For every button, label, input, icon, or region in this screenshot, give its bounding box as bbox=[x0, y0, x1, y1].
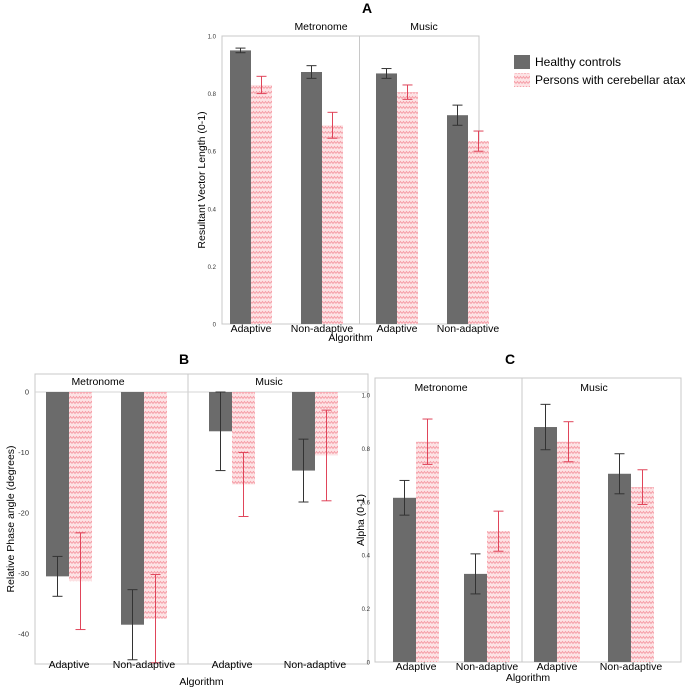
category-label: Non-adaptive bbox=[600, 661, 663, 673]
bar-healthy bbox=[393, 497, 416, 662]
legend-swatch-ataxia bbox=[514, 73, 530, 87]
chart-panel-c: Metronome Music 0 0.2 0.4 0.6 0.8 1.0 Adaptive No… bbox=[355, 377, 682, 684]
y-tick-label: 0.4 bbox=[362, 554, 371, 560]
y-tick-label: 1.0 bbox=[208, 35, 217, 41]
y-tick-label: 0.6 bbox=[362, 500, 371, 506]
y-tick-label: -10 bbox=[18, 448, 29, 457]
panel-b-letter: B bbox=[179, 351, 189, 367]
bar-ataxia bbox=[251, 84, 272, 325]
panel-a-letter: A bbox=[362, 0, 372, 16]
y-tick-label: 0.2 bbox=[208, 265, 217, 271]
group-label-music: Music bbox=[580, 382, 607, 394]
legend-label-healthy: Healthy controls bbox=[535, 55, 621, 69]
bar-ataxia bbox=[144, 392, 167, 619]
category-label: Adaptive bbox=[377, 323, 418, 335]
y-tick-label: -20 bbox=[18, 508, 29, 517]
bar-ataxia bbox=[69, 392, 92, 582]
bar-healthy bbox=[292, 392, 315, 471]
y-tick-label: -30 bbox=[18, 569, 29, 578]
y-axis-title: Relative Phase angle (degrees) bbox=[5, 445, 17, 592]
bar-healthy bbox=[46, 392, 69, 577]
y-tick-label: 0 bbox=[213, 323, 217, 329]
bar-healthy bbox=[608, 473, 631, 662]
y-tick-label: 0 bbox=[25, 388, 29, 397]
plot-frame bbox=[374, 377, 682, 663]
plot-frame bbox=[34, 373, 369, 665]
bar-healthy bbox=[301, 72, 322, 324]
legend-swatch-healthy bbox=[514, 55, 530, 69]
bar-healthy bbox=[447, 115, 468, 324]
bar-ataxia bbox=[397, 92, 418, 324]
legend: Healthy controls Persons with cerebellar… bbox=[514, 55, 685, 87]
y-tick-label: 0 bbox=[367, 661, 371, 667]
y-axis-title: Alpha (0-1) bbox=[355, 494, 367, 546]
bar-healthy bbox=[230, 50, 251, 325]
bar-healthy bbox=[376, 73, 397, 324]
bar-ataxia bbox=[322, 125, 343, 324]
y-tick-label: 1.0 bbox=[362, 394, 371, 400]
y-tick-label: 0.2 bbox=[362, 607, 371, 613]
y-tick-label: 0.8 bbox=[208, 92, 217, 98]
group-label-music: Music bbox=[410, 21, 437, 33]
bar-ataxia bbox=[631, 487, 654, 662]
legend-label-ataxia: Persons with cerebellar ataxia bbox=[535, 73, 685, 87]
category-label: Non-adaptive bbox=[291, 323, 354, 335]
bar-healthy bbox=[464, 573, 487, 662]
y-tick-label: 0.6 bbox=[208, 150, 217, 156]
category-label: Adaptive bbox=[231, 323, 272, 335]
category-label: Adaptive bbox=[537, 661, 578, 673]
bar-ataxia bbox=[416, 441, 439, 662]
bar-ataxia bbox=[232, 392, 255, 485]
category-label: Non-adaptive bbox=[284, 659, 347, 671]
y-tick-label: -40 bbox=[18, 629, 29, 638]
group-label-metronome: Metronome bbox=[294, 21, 347, 33]
y-tick-label: 0.8 bbox=[362, 447, 371, 453]
group-label-metronome: Metronome bbox=[414, 382, 467, 394]
chart-panel-b: Metronome Music 0 -10 -20 -30 -40 Adaptive Non-a… bbox=[5, 373, 369, 688]
y-axis-title: Resultant Vector Length (0-1) bbox=[196, 111, 208, 248]
x-axis-title: Algorithm bbox=[506, 672, 551, 684]
x-axis-title: Algorithm bbox=[328, 332, 373, 344]
category-label: Non-adaptive bbox=[113, 659, 176, 671]
category-label: Adaptive bbox=[212, 659, 253, 671]
bar-healthy bbox=[121, 392, 144, 625]
bar-ataxia bbox=[468, 141, 489, 324]
group-label-music: Music bbox=[255, 376, 282, 388]
bar-healthy bbox=[534, 427, 557, 662]
bar-ataxia bbox=[487, 531, 510, 662]
category-label: Non-adaptive bbox=[437, 323, 500, 335]
bar-ataxia bbox=[557, 441, 580, 662]
chart-panel-a: Metronome Music 0 0.2 0.4 0.6 0.8 1.0 Adaptive No… bbox=[196, 21, 499, 344]
panel-c-letter: C bbox=[505, 351, 515, 367]
group-label-metronome: Metronome bbox=[71, 376, 124, 388]
category-label: Adaptive bbox=[49, 659, 90, 671]
category-label: Non-adaptive bbox=[456, 661, 519, 673]
x-axis-title: Algorithm bbox=[179, 676, 224, 688]
category-label: Adaptive bbox=[396, 661, 437, 673]
y-tick-label: 0.4 bbox=[208, 207, 217, 213]
